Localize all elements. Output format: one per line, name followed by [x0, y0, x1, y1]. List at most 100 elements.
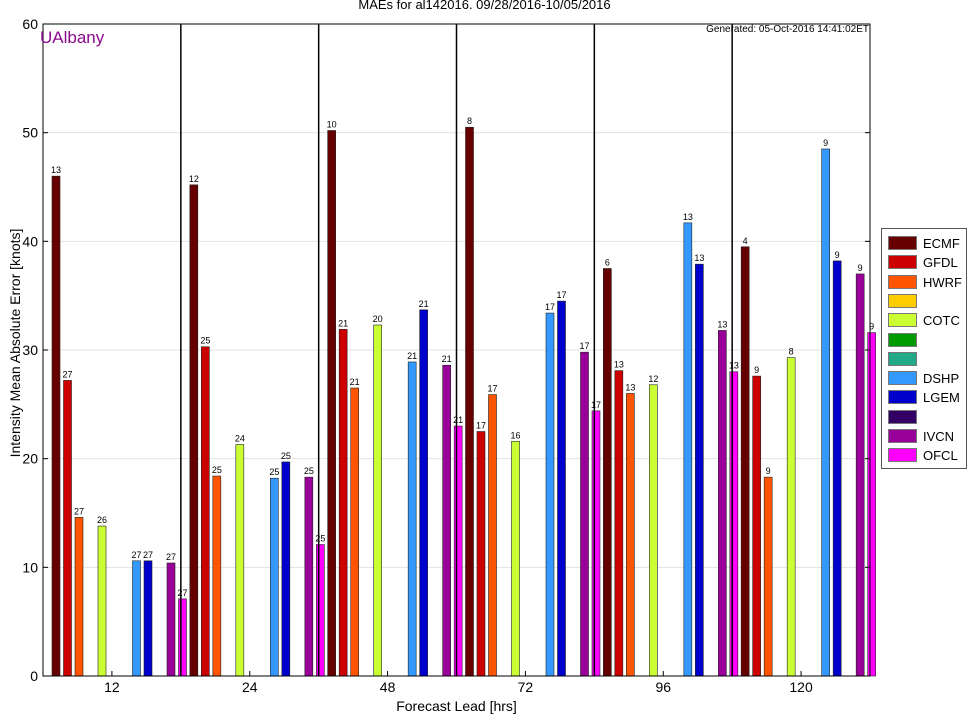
bar-count-label: 27 [166, 552, 176, 562]
bar-hwrf [212, 475, 222, 677]
legend-label: ECMF [923, 236, 960, 251]
bar-count-label: 9 [835, 250, 840, 260]
legend-label: LGEM [923, 390, 960, 406]
legend-item: GFDL [885, 253, 965, 272]
bar-dshp [132, 560, 141, 677]
legend-swatch [888, 255, 917, 270]
legend-item: IVCN [885, 427, 965, 446]
bar-gfdl [63, 380, 72, 677]
bar-count-label: 17 [579, 341, 589, 351]
bar-hwrf [488, 394, 497, 677]
legend-item [885, 408, 965, 427]
bar-ofcl [867, 332, 876, 677]
bar-ivcn [580, 351, 589, 677]
bar-count-label: 21 [407, 351, 417, 361]
legend-swatch [888, 236, 917, 250]
bar-gfdl [614, 370, 624, 677]
bar-count-label: 4 [743, 236, 748, 246]
bar-hwrf [74, 517, 84, 677]
legend-swatch [888, 293, 917, 308]
legend-label: COTC [923, 313, 960, 329]
bar-count-label: 27 [62, 369, 72, 379]
bar-dshp [683, 222, 693, 677]
bar-count-label: 25 [304, 466, 314, 476]
legend-item: DSHP [885, 369, 965, 388]
bar-count-label: 13 [51, 165, 61, 175]
bar-count-label: 17 [545, 302, 555, 312]
bar-count-label: 16 [510, 430, 520, 440]
bar-ecmf [327, 130, 336, 677]
bar-count-label: 13 [729, 361, 739, 371]
bar-hwrf [626, 393, 635, 677]
bar-count-label: 9 [869, 322, 874, 332]
bar-count-label: 12 [189, 174, 199, 184]
bar-count-label: 13 [614, 360, 624, 370]
bar-count-label: 21 [338, 318, 348, 328]
bar-count-label: 17 [591, 400, 601, 410]
bar-dshp [821, 148, 830, 677]
bar-count-label: 21 [419, 299, 429, 309]
bar-cotc [786, 357, 796, 677]
y-axis-label: Intensity Mean Absolute Error [knots] [7, 228, 23, 458]
legend-item: COTC [885, 311, 965, 330]
x-tick-label: 12 [104, 679, 120, 695]
bar-count-label: 21 [350, 377, 360, 387]
bar-hwrf [763, 476, 773, 677]
x-tick-label: 72 [518, 679, 534, 695]
legend-item [885, 292, 965, 311]
bar-lgem [557, 300, 566, 677]
bar-count-label: 6 [605, 258, 610, 268]
bar-count-label: 8 [467, 116, 472, 126]
bar-dshp [407, 361, 417, 677]
generated-timestamp: Generated: 05-Oct-2016 14:41:02ET [706, 24, 869, 35]
bar-ivcn [855, 273, 865, 677]
legend-swatch [888, 313, 917, 328]
brand-label: UAlbany [40, 28, 105, 47]
bar-gfdl [476, 431, 486, 677]
legend-swatch [888, 390, 917, 405]
y-tick-label: 0 [30, 668, 38, 684]
bar-cotc [97, 525, 107, 677]
bar-hwrf [350, 387, 359, 677]
y-tick-label: 30 [22, 342, 38, 358]
legend-item: HWRF [885, 273, 965, 292]
bar-cotc [511, 440, 520, 677]
bar-count-label: 27 [143, 550, 153, 560]
y-tick-label: 20 [22, 451, 38, 467]
y-tick-label: 50 [22, 125, 38, 141]
legend-label: DSHP [923, 371, 960, 387]
bar-count-label: 27 [177, 588, 187, 598]
bar-count-label: 27 [74, 506, 84, 516]
y-tick-label: 10 [22, 559, 38, 575]
bar-ivcn [718, 330, 727, 677]
bar-count-label: 26 [97, 515, 107, 525]
bar-ivcn [304, 476, 314, 677]
bar-ecmf [740, 246, 750, 677]
bar-lgem [143, 560, 153, 677]
bar-ofcl [178, 598, 187, 677]
bar-count-label: 9 [823, 138, 828, 148]
legend-swatch [888, 409, 917, 424]
legend-item: OFCL [885, 446, 965, 465]
bar-cotc [235, 444, 245, 677]
bar-count-label: 13 [717, 319, 727, 329]
y-tick-label: 40 [22, 233, 38, 249]
category-separators [180, 24, 733, 676]
bar-ofcl [453, 425, 463, 677]
bar-count-label: 25 [212, 465, 222, 475]
bar-count-label: 21 [442, 354, 452, 364]
legend-swatch [888, 448, 917, 463]
bar-count-label: 13 [625, 382, 635, 392]
bar-count-label: 17 [476, 421, 486, 431]
legend-swatch [888, 371, 917, 386]
legend: ECMF GFDL HWRF COTC DSHP LGEM IVCN OFCL [881, 228, 967, 469]
legend-label: IVCN [923, 429, 955, 444]
bar-count-label: 20 [373, 314, 383, 324]
bar-count-label: 25 [200, 336, 210, 346]
bar-lgem [419, 309, 428, 677]
bar-ecmf [51, 175, 61, 677]
x-tick-label: 96 [655, 679, 671, 695]
legend-label: GFDL [923, 255, 958, 271]
x-axis-label: Forecast Lead [hrs] [396, 698, 517, 714]
